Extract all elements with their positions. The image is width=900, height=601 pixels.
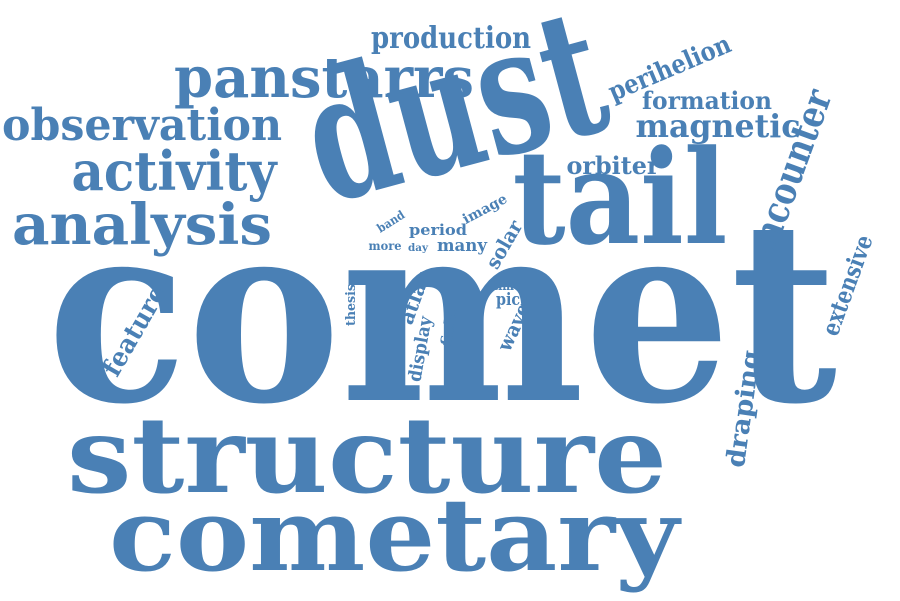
word-many: many (437, 236, 488, 256)
word-orbiter: orbiter (567, 151, 660, 180)
word-period: period (409, 221, 468, 239)
word-structure: structure (67, 393, 667, 517)
word-analysis: analysis (12, 192, 272, 258)
word-day: day (408, 243, 429, 254)
word-comet: comet (47, 165, 837, 459)
word-thesis: thesis (344, 284, 359, 326)
word-more: more (369, 239, 402, 253)
word-cometary: cometary (109, 476, 682, 594)
word-formation: formation (642, 86, 772, 115)
word-activity: activity (72, 139, 278, 203)
word-production: production (371, 21, 531, 56)
word-magnetic: magnetic (636, 107, 801, 145)
word-pick: pick (496, 290, 531, 310)
word-time: time (493, 278, 521, 294)
word-tail: tail (513, 121, 728, 274)
word-observation: observation (2, 100, 282, 151)
word-panstarrs: panstarrs (174, 45, 474, 111)
